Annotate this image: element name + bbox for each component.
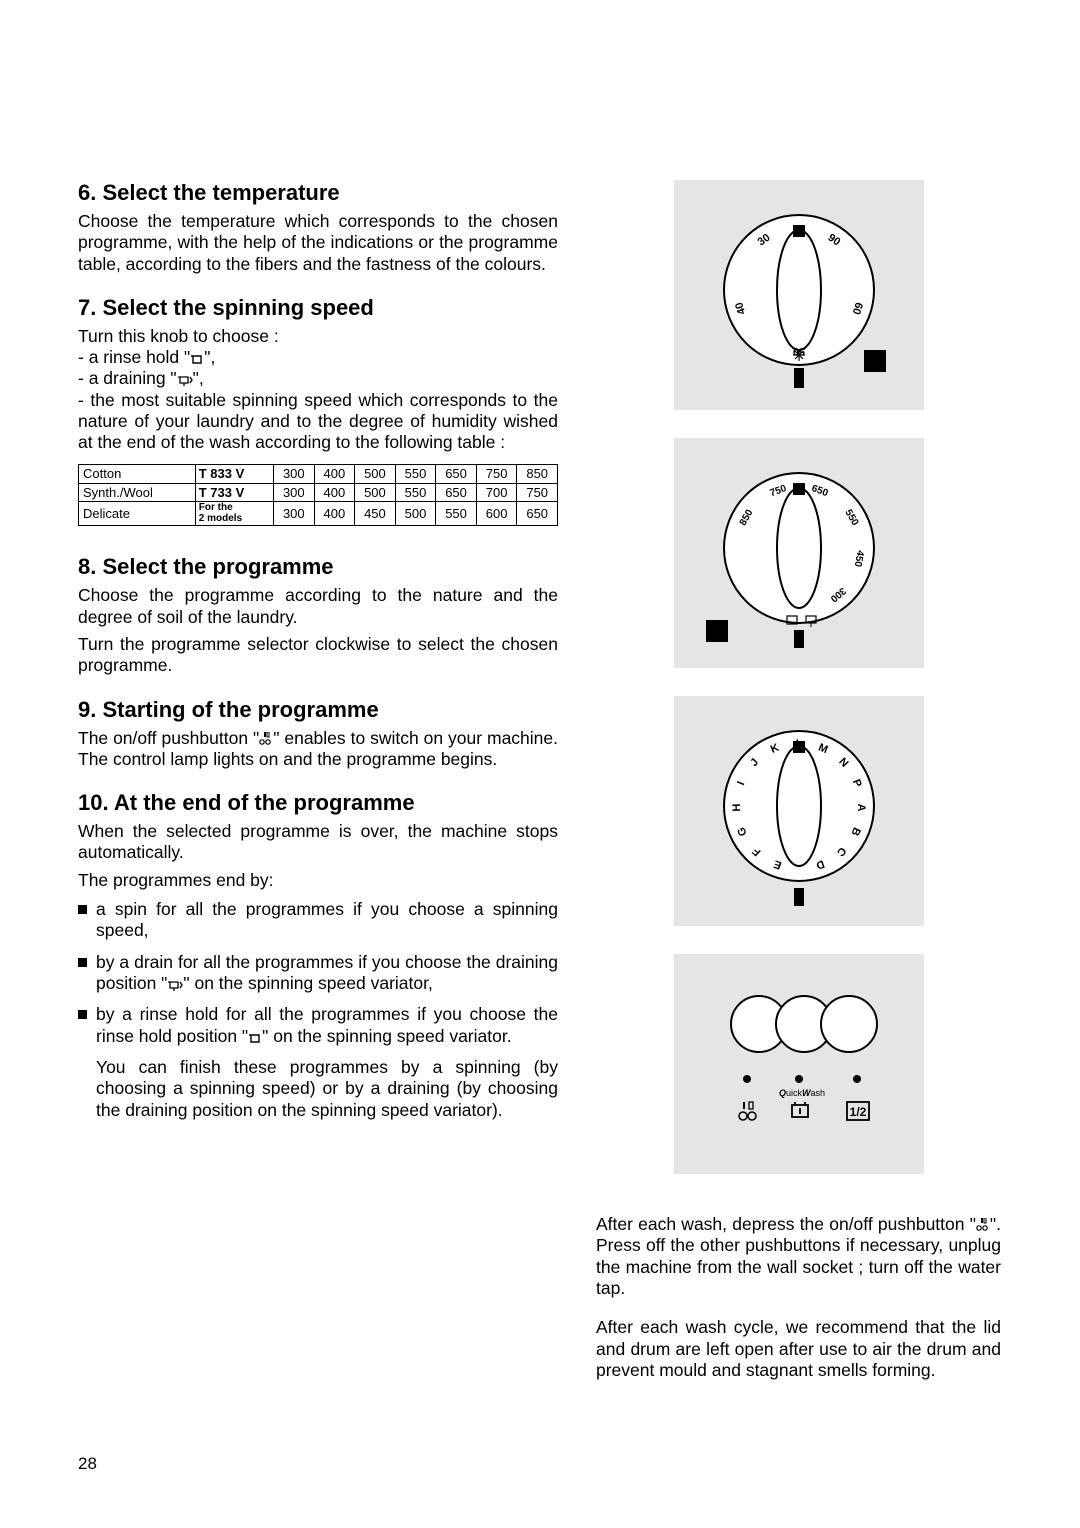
speed-table: CottonT 833 V300400500550650750850Synth.…	[78, 464, 558, 527]
buttons-svg: QuickWash 1/2	[689, 974, 909, 1154]
table-cell: 550	[395, 483, 436, 502]
section-start: 9. Starting of the programme The on/off …	[78, 697, 558, 771]
table-row-model: T 733 V	[195, 483, 273, 502]
drain-icon	[177, 374, 193, 386]
end-p2: The programmes end by:	[78, 870, 558, 891]
onoff-icon	[739, 1102, 756, 1120]
drain-icon	[167, 979, 183, 991]
heading-spin: 7. Select the spinning speed	[78, 295, 558, 322]
table-cell: 550	[436, 502, 477, 526]
table-cell: 450	[355, 502, 396, 526]
table-cell: 650	[436, 483, 477, 502]
section-programme: 8. Select the programme Choose the progr…	[78, 554, 558, 676]
table-cell: 400	[314, 464, 355, 483]
quickwash-label: QuickWash	[778, 1088, 824, 1098]
heading-start: 9. Starting of the programme	[78, 697, 558, 724]
heading-temperature: 6. Select the temperature	[78, 180, 558, 207]
dial-label: A	[854, 803, 866, 811]
spin-l3: - a draining "",	[78, 368, 558, 389]
right-text-block: After each wash, depress the on/off push…	[596, 1214, 1001, 1381]
onoff-icon	[259, 732, 273, 746]
end-b3: by a rinse hold for all the programmes i…	[78, 1004, 558, 1047]
table-cell: 400	[314, 502, 355, 526]
table-cell: 850	[517, 464, 558, 483]
table-row-label: Delicate	[79, 502, 196, 526]
table-cell: 750	[517, 483, 558, 502]
programme-p2: Turn the programme selector clockwise to…	[78, 634, 558, 677]
heading-end: 10. At the end of the programme	[78, 790, 558, 817]
dial-label: L	[795, 738, 802, 750]
table-row-label: Cotton	[79, 464, 196, 483]
page-number: 28	[78, 1454, 97, 1474]
section-spin: 7. Select the spinning speed Turn this k…	[78, 295, 558, 527]
end-p1: When the selected programme is over, the…	[78, 821, 558, 864]
half-load-icon: 1/2	[847, 1102, 869, 1120]
buttons-panel: QuickWash 1/2	[674, 954, 924, 1174]
spin-l1: Turn this knob to choose :	[78, 326, 558, 347]
spin-dial-svg: 850750650550450300	[694, 448, 904, 658]
programme-dial-svg: EFGHIJKLMNPABCD	[694, 706, 904, 916]
section-end: 10. At the end of the programme When the…	[78, 790, 558, 1121]
body-temperature: Choose the temperature which corresponds…	[78, 211, 558, 275]
dial-label: H	[730, 803, 742, 811]
spin-l2: - a rinse hold "",	[78, 347, 558, 368]
end-bullets: a spin for all the programmes if you cho…	[78, 899, 558, 1121]
temperature-dial-svg: 9060504030	[694, 190, 904, 400]
programme-dial-panel: EFGHIJKLMNPABCD	[674, 696, 924, 926]
heading-programme: 8. Select the programme	[78, 554, 558, 581]
programme-p1: Choose the programme according to the na…	[78, 585, 558, 628]
left-column: 6. Select the temperature Choose the tem…	[78, 180, 558, 1399]
end-b2: by a drain for all the programmes if you…	[78, 952, 558, 995]
spin-l4: - the most suitable spinning speed which…	[78, 390, 558, 454]
svg-text:1/2: 1/2	[849, 1105, 866, 1119]
table-cell: 500	[355, 464, 396, 483]
table-cell: 600	[476, 502, 517, 526]
table-cell: 650	[517, 502, 558, 526]
spin-lines: Turn this knob to choose : - a rinse hol…	[78, 326, 558, 454]
end-b1: a spin for all the programmes if you cho…	[78, 899, 558, 942]
section-temperature: 6. Select the temperature Choose the tem…	[78, 180, 558, 275]
table-cell: 650	[436, 464, 477, 483]
soak-icon	[792, 1102, 808, 1117]
spin-dial-panel: 850750650550450300	[674, 438, 924, 668]
table-cell: 400	[314, 483, 355, 502]
table-row-model: T 833 V	[195, 464, 273, 483]
right-p2: After each wash cycle, we recommend that…	[596, 1317, 1001, 1381]
table-cell: 550	[395, 464, 436, 483]
table-cell: 300	[274, 464, 315, 483]
rinse-hold-icon	[248, 1032, 262, 1044]
end-b3-note: You can finish these programmes by a spi…	[78, 1057, 558, 1121]
start-p1: The on/off pushbutton "" enables to swit…	[78, 728, 558, 771]
right-p1: After each wash, depress the on/off push…	[596, 1214, 1001, 1299]
temperature-dial-panel: 9060504030	[674, 180, 924, 410]
onoff-icon	[976, 1218, 990, 1232]
table-cell: 300	[274, 483, 315, 502]
table-row-label: Synth./Wool	[79, 483, 196, 502]
table-cell: 300	[274, 502, 315, 526]
right-column: 9060504030 850750650550450300	[596, 180, 1001, 1399]
table-cell: 500	[395, 502, 436, 526]
rinse-hold-icon	[190, 353, 204, 365]
table-cell: 750	[476, 464, 517, 483]
table-cell: 700	[476, 483, 517, 502]
table-cell: 500	[355, 483, 396, 502]
table-row-model: For the2 models	[195, 502, 273, 526]
